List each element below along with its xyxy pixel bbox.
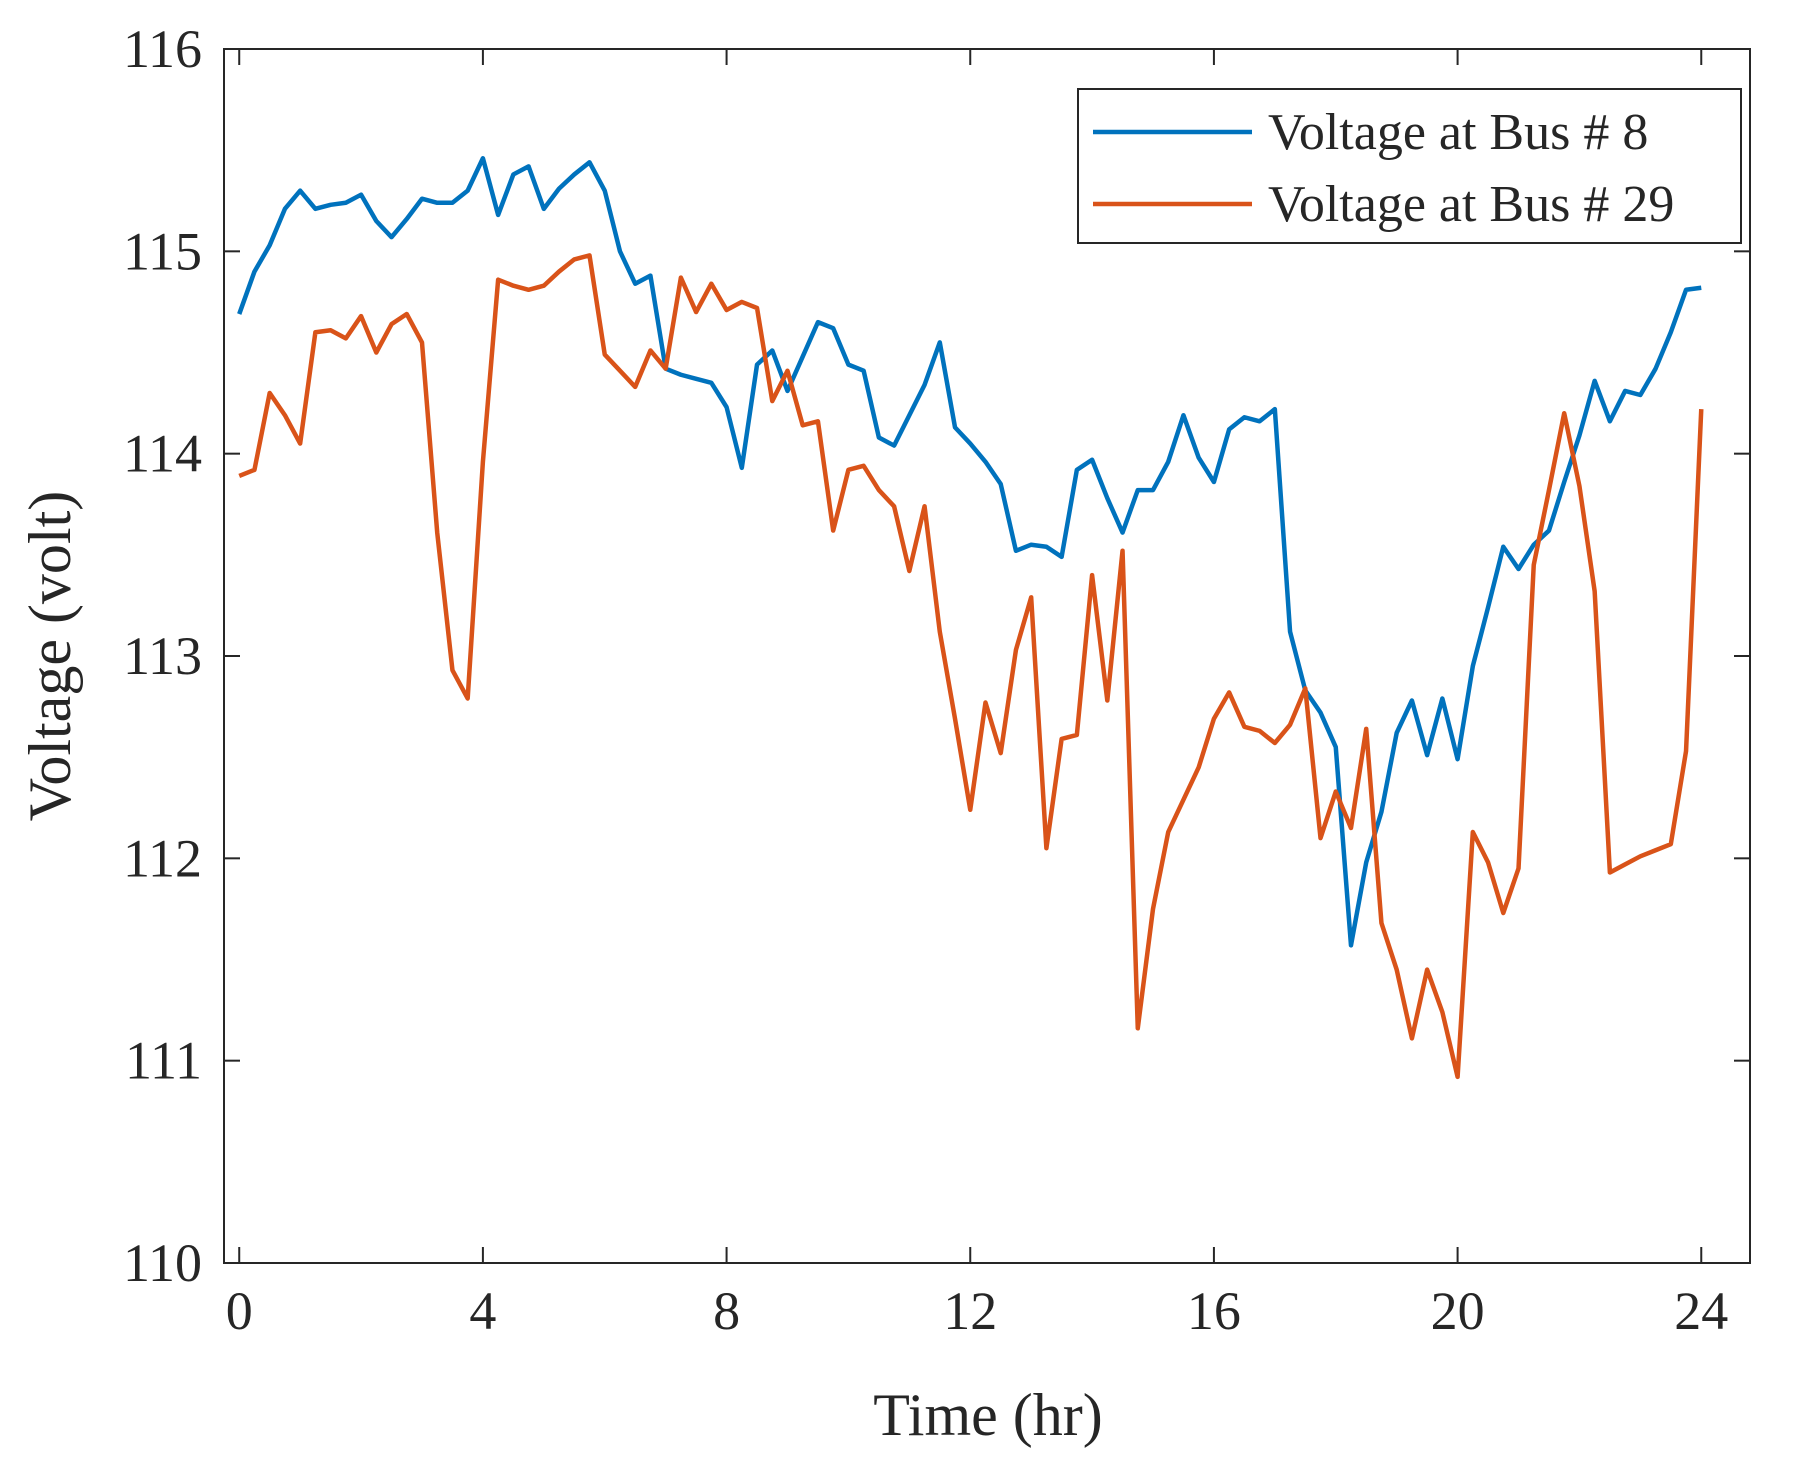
y-tick-label: 110 bbox=[123, 1233, 202, 1293]
x-axis-label: Time (hr) bbox=[873, 1382, 1102, 1448]
x-tick-label: 16 bbox=[1187, 1281, 1241, 1341]
x-tick-label: 20 bbox=[1431, 1281, 1485, 1341]
y-tick-label: 115 bbox=[123, 221, 202, 281]
x-tick-label: 12 bbox=[943, 1281, 997, 1341]
x-tick-label: 4 bbox=[469, 1281, 496, 1341]
legend-label: Voltage at Bus # 29 bbox=[1268, 176, 1674, 233]
plot-frame bbox=[223, 48, 1751, 1264]
y-tick-label: 111 bbox=[125, 1031, 202, 1091]
legend-label: Voltage at Bus # 8 bbox=[1268, 104, 1648, 161]
y-tick-label: 113 bbox=[123, 626, 202, 686]
data-line bbox=[238, 253, 1704, 1080]
x-tick-label: 8 bbox=[713, 1281, 740, 1341]
x-tick-label: 24 bbox=[1674, 1281, 1728, 1341]
legend: Voltage at Bus # 8 Voltage at Bus # 29 bbox=[1077, 88, 1742, 244]
x-tick-label: 0 bbox=[226, 1281, 253, 1341]
y-tick-label: 112 bbox=[123, 828, 202, 888]
data-line bbox=[237, 156, 1702, 948]
y-tick-label: 114 bbox=[123, 424, 202, 484]
y-axis-label: Voltage (volt) bbox=[17, 491, 83, 822]
y-tick-label: 116 bbox=[123, 19, 202, 79]
legend-box bbox=[1077, 88, 1742, 244]
